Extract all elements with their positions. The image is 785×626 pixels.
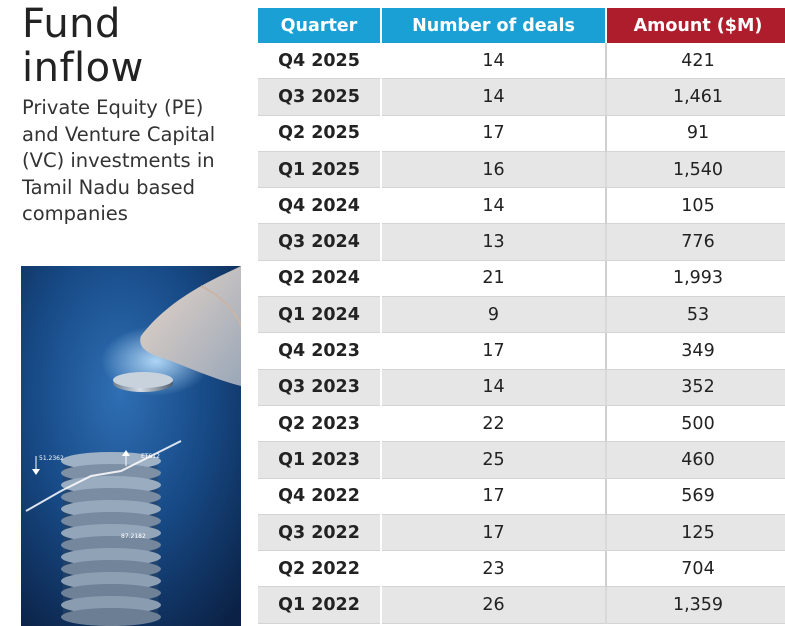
- table-row: Q2 2023 22 500: [258, 405, 785, 443]
- cell-deals: 21: [381, 260, 607, 298]
- table-row: Q4 2024 14 105: [258, 187, 785, 225]
- table-row: Q1 2023 25 460: [258, 441, 785, 479]
- cell-deals: 17: [381, 478, 607, 515]
- chart-subtitle: Private Equity (PE) and Venture Capital …: [22, 96, 216, 225]
- cell-deals: 23: [381, 550, 607, 588]
- cell-amount: 125: [606, 514, 785, 552]
- table-row: Q1 2024 9 53: [258, 296, 785, 334]
- cell-deals: 25: [381, 441, 607, 479]
- column-header-deals: Number of deals: [381, 8, 607, 43]
- cell-deals: 17: [381, 514, 607, 552]
- table-header-row: Quarter Number of deals Amount ($M): [258, 8, 785, 43]
- cell-quarter: Q3 2024: [258, 223, 382, 261]
- cell-amount: 500: [606, 405, 785, 443]
- table-row: Q3 2024 13 776: [258, 223, 785, 261]
- cell-quarter: Q2 2024: [258, 260, 382, 298]
- cell-quarter: Q2 2025: [258, 115, 382, 152]
- left-panel: Fund inflow Private Equity (PE) and Vent…: [0, 0, 245, 626]
- cell-amount: 704: [606, 550, 785, 588]
- cell-quarter: Q2 2023: [258, 405, 382, 443]
- cell-amount: 53: [606, 296, 785, 334]
- cell-amount: 1,359: [606, 586, 785, 624]
- cell-amount: 776: [606, 223, 785, 261]
- cell-quarter: Q1 2024: [258, 296, 382, 334]
- cell-quarter: Q4 2024: [258, 187, 382, 225]
- cell-amount: 349: [606, 332, 785, 370]
- table-row: Q1 2025 16 1,540: [258, 151, 785, 189]
- cell-deals: 14: [381, 78, 607, 116]
- cell-quarter: Q1 2023: [258, 441, 382, 479]
- cell-deals: 22: [381, 405, 607, 443]
- cell-quarter: Q4 2025: [258, 43, 382, 80]
- coin-stack-hand-photo: 51.2362 ETS12 87.2182: [21, 266, 241, 626]
- cell-amount: 1,993: [606, 260, 785, 298]
- table-row: Q4 2025 14 421: [258, 43, 785, 80]
- cell-amount: 91: [606, 115, 785, 152]
- cell-amount: 460: [606, 441, 785, 479]
- data-table-container: Quarter Number of deals Amount ($M) Q4 2…: [258, 8, 785, 624]
- cell-deals: 17: [381, 332, 607, 370]
- cell-amount: 421: [606, 43, 785, 80]
- table-row: Q4 2022 17 569: [258, 478, 785, 515]
- cell-deals: 14: [381, 369, 607, 406]
- table-row: Q3 2023 14 352: [258, 369, 785, 406]
- cell-quarter: Q4 2023: [258, 332, 382, 370]
- table-row: Q4 2023 17 349: [258, 332, 785, 370]
- fund-inflow-table: Quarter Number of deals Amount ($M) Q4 2…: [258, 8, 785, 624]
- cell-deals: 13: [381, 223, 607, 261]
- cell-amount: 105: [606, 187, 785, 225]
- cell-deals: 14: [381, 43, 607, 80]
- table-row: Q2 2022 23 704: [258, 550, 785, 588]
- table-row: Q1 2022 26 1,359: [258, 586, 785, 624]
- cell-quarter: Q4 2022: [258, 478, 382, 515]
- cell-amount: 352: [606, 369, 785, 406]
- cell-amount: 569: [606, 478, 785, 515]
- table-row: Q3 2025 14 1,461: [258, 78, 785, 116]
- column-header-amount: Amount ($M): [606, 8, 785, 43]
- cell-quarter: Q3 2023: [258, 369, 382, 406]
- cell-quarter: Q1 2025: [258, 151, 382, 189]
- cell-deals: 9: [381, 296, 607, 334]
- cell-deals: 16: [381, 151, 607, 189]
- photo-label-1: 51.2362: [39, 455, 64, 462]
- chart-title: Fund inflow: [22, 1, 144, 91]
- column-header-quarter: Quarter: [258, 8, 382, 43]
- cell-amount: 1,540: [606, 151, 785, 189]
- photo-label-2: ETS12: [141, 453, 160, 460]
- cell-deals: 14: [381, 187, 607, 225]
- table-row: Q2 2025 17 91: [258, 115, 785, 152]
- cell-quarter: Q3 2025: [258, 78, 382, 116]
- cell-quarter: Q2 2022: [258, 550, 382, 588]
- cell-quarter: Q1 2022: [258, 586, 382, 624]
- cell-deals: 17: [381, 115, 607, 152]
- table-row: Q2 2024 21 1,993: [258, 260, 785, 298]
- table-row: Q3 2022 17 125: [258, 514, 785, 552]
- table-body: Q4 2025 14 421 Q3 2025 14 1,461 Q2 2025 17 91 Q1 …: [258, 43, 785, 624]
- cell-deals: 26: [381, 586, 607, 624]
- cell-amount: 1,461: [606, 78, 785, 116]
- photo-label-3: 87.2182: [121, 533, 146, 540]
- cell-quarter: Q3 2022: [258, 514, 382, 552]
